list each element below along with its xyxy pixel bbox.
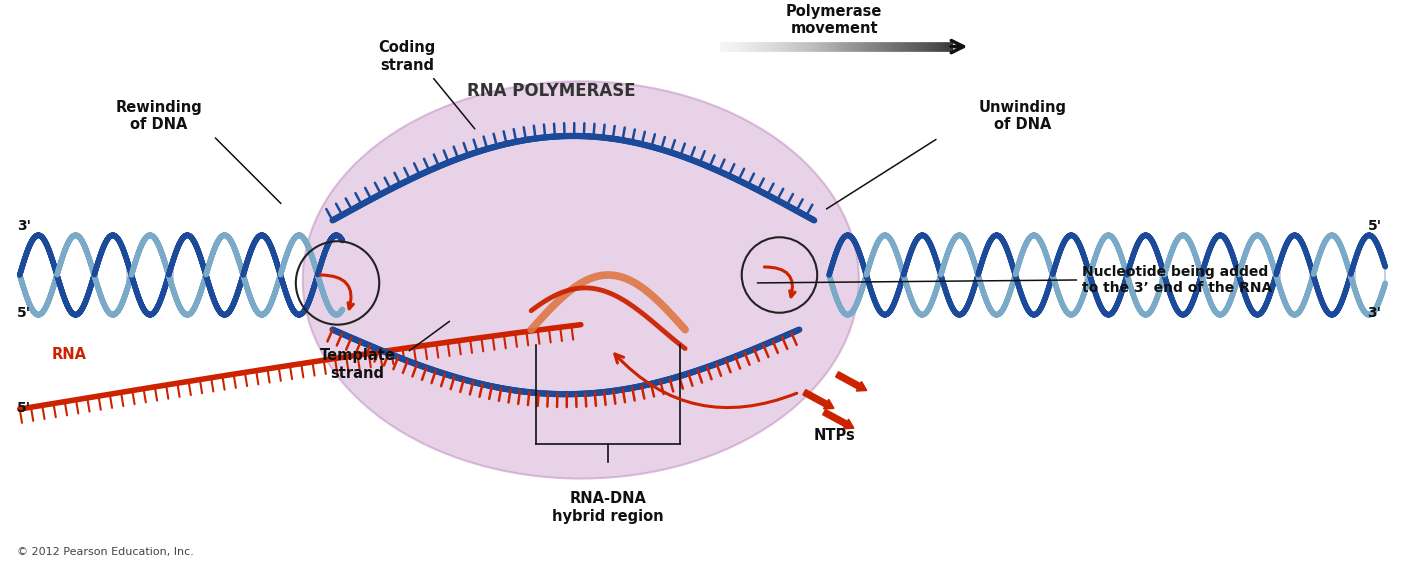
Text: Polymerase
movement: Polymerase movement xyxy=(787,3,882,36)
FancyArrow shape xyxy=(803,390,834,409)
Text: 3': 3' xyxy=(1367,306,1381,320)
Text: Nucleotide being added
to the 3’ end of the RNA: Nucleotide being added to the 3’ end of … xyxy=(1082,265,1273,295)
FancyArrow shape xyxy=(823,409,854,429)
Text: 5': 5' xyxy=(1367,220,1381,233)
FancyArrow shape xyxy=(836,372,866,391)
Text: 5': 5' xyxy=(17,401,31,415)
Text: Coding
strand: Coding strand xyxy=(379,41,436,73)
Text: Rewinding
of DNA: Rewinding of DNA xyxy=(115,100,202,132)
Text: NTPs: NTPs xyxy=(813,428,855,444)
Text: Template
strand: Template strand xyxy=(320,348,395,381)
Text: 5': 5' xyxy=(17,306,31,320)
Text: RNA POLYMERASE: RNA POLYMERASE xyxy=(467,82,635,100)
Text: Unwinding
of DNA: Unwinding of DNA xyxy=(979,100,1067,132)
Text: 3': 3' xyxy=(17,220,31,233)
Ellipse shape xyxy=(303,81,859,479)
Text: RNA: RNA xyxy=(52,347,87,362)
Text: © 2012 Pearson Education, Inc.: © 2012 Pearson Education, Inc. xyxy=(17,547,193,557)
Text: RNA-DNA
hybrid region: RNA-DNA hybrid region xyxy=(552,491,665,524)
